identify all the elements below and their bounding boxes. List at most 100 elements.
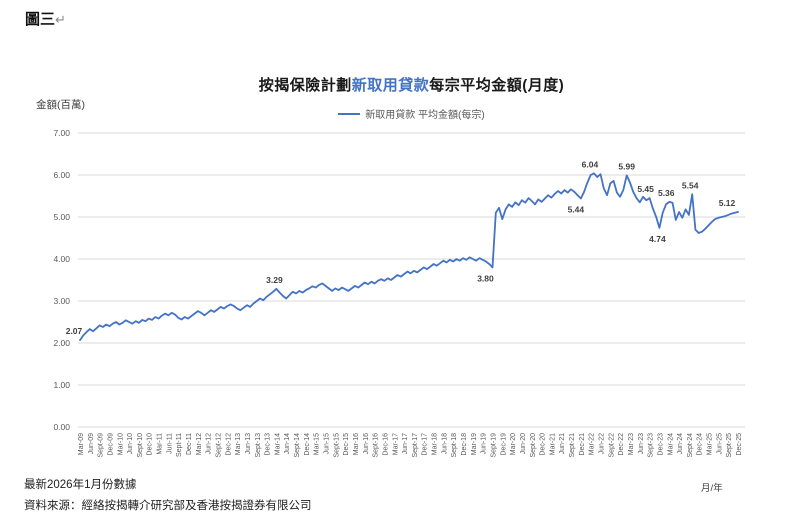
x-tick-label: Jun-25 [716, 433, 723, 455]
x-tick-label: Jun-20 [520, 433, 527, 455]
data-point-label: 5.44 [568, 205, 585, 215]
x-tick-label: Dec-11 [186, 433, 193, 455]
x-tick-label: Dec-24 [697, 433, 704, 456]
x-tick-label: Sept-09 [98, 433, 105, 458]
x-tick-label: Sept-10 [137, 433, 144, 458]
x-tick-label: Jun-24 [677, 433, 684, 455]
y-tick-label: 2.00 [53, 338, 70, 348]
data-point-label: 6.04 [582, 159, 599, 169]
x-tick-label: Dec-14 [304, 433, 311, 456]
series-line [79, 172, 739, 342]
legend: 新取用貸款 平均金額(每宗) [78, 106, 745, 121]
data-point-label: 5.12 [719, 198, 736, 208]
x-tick-label: Jun-09 [88, 433, 95, 455]
x-tick-label: Mar-20 [510, 433, 517, 455]
x-tick-label: Jun-12 [206, 433, 213, 455]
y-tick-label: 0.00 [53, 422, 70, 432]
x-tick-label: Sept-23 [648, 433, 655, 458]
gridlines [78, 132, 745, 428]
data-point-label: 4.74 [649, 234, 666, 244]
x-tick-label: Dec-19 [500, 433, 507, 456]
x-tick-label: Dec-09 [107, 433, 114, 456]
x-tick-label: Sept-11 [176, 433, 183, 457]
data-point-label: 3.80 [477, 273, 494, 283]
x-tick-label: Mar-19 [471, 433, 478, 455]
chart-title: 按揭保險計劃新取用貸款每宗平均金額(月度) [78, 74, 745, 95]
x-tick-label: Sept-24 [687, 433, 694, 458]
x-axis-tick-labels: Mar-09 Jun-09 Sept-09 Dec-09 Mar-10 Jun-10 Sep… [78, 433, 743, 458]
data-point-label: 3.29 [266, 275, 283, 285]
x-tick-label: Mar-21 [549, 433, 556, 455]
x-tick-label: Mar-09 [78, 433, 85, 455]
x-tick-label: Mar-11 [157, 433, 164, 455]
x-tick-label: Mar-18 [432, 433, 439, 455]
paragraph-return-mark: ↵ [55, 12, 66, 27]
x-tick-label: Dec-23 [657, 433, 664, 456]
data-point-label: 2.07 [66, 326, 83, 336]
x-tick-label: Mar-17 [392, 433, 399, 455]
x-tick-label: Dec-13 [265, 433, 272, 456]
figure-label: 圖三↵ [25, 8, 66, 29]
x-tick-label: Sept-13 [255, 433, 262, 458]
x-tick-label: Dec-20 [540, 433, 547, 456]
x-tick-label: Jun-22 [599, 433, 606, 455]
x-tick-label: Mar-23 [628, 433, 635, 455]
x-tick-label: Dec-10 [147, 433, 154, 456]
x-tick-label: Mar-16 [353, 433, 360, 455]
footer-latest-data-note: 最新2026年1月份數據 [24, 479, 137, 491]
x-axis-title: 月/年 [701, 483, 723, 494]
x-tick-label: Dec-12 [225, 433, 232, 456]
y-tick-label: 6.00 [53, 170, 70, 180]
legend-label: 新取用貸款 平均金額(每宗) [365, 110, 485, 121]
y-tick-label: 7.00 [53, 128, 70, 138]
data-point-labels: 2.07 3.29 3.80 5.44 6.04 5.99 5.45 4.74 5.36 5.54… [66, 159, 736, 336]
x-tick-label: Mar-25 [707, 433, 714, 455]
footer-data-source: 資料來源：經絡按揭轉介研究部及香港按揭證券有限公司 [24, 500, 312, 512]
data-point-label: 5.54 [682, 180, 699, 190]
x-tick-label: Sept-15 [333, 433, 340, 458]
x-tick-label: Jun-21 [559, 433, 566, 455]
x-tick-label: Sept-21 [569, 433, 576, 458]
x-tick-label: Dec-16 [382, 433, 389, 456]
x-tick-label: Mar-22 [589, 433, 596, 455]
x-tick-label: Dec-25 [736, 433, 743, 456]
x-tick-label: Jun-23 [638, 433, 645, 455]
x-tick-label: Sept-20 [530, 433, 537, 458]
x-tick-label: Jun-15 [324, 433, 331, 455]
x-tick-label: Mar-12 [196, 433, 203, 455]
y-tick-label: 4.00 [53, 254, 70, 264]
x-tick-label: Jun-17 [402, 433, 409, 455]
x-tick-label: Mar-13 [235, 433, 242, 455]
x-tick-label: Jun-19 [481, 433, 488, 455]
y-axis-tick-labels: 7.00 6.00 5.00 4.00 3.00 2.00 1.00 0.00 [53, 128, 70, 432]
chart-title-highlight: 新取用貸款 [351, 77, 430, 94]
x-tick-label: Sept-19 [490, 433, 497, 458]
x-tick-label: Jun-10 [127, 433, 134, 455]
data-point-label: 5.36 [658, 188, 675, 198]
x-tick-label: Sept-12 [215, 433, 222, 458]
legend-line-swatch [338, 112, 361, 115]
x-tick-label: Sept-16 [373, 433, 380, 458]
y-tick-label: 1.00 [53, 380, 70, 390]
x-tick-label: Sept-14 [294, 433, 301, 458]
chart-title-suffix: 每宗平均金額(月度) [429, 77, 565, 94]
x-tick-label: Mar-24 [667, 433, 674, 455]
x-tick-label: Sept-18 [451, 433, 458, 458]
x-tick-label: Sept-17 [412, 433, 419, 458]
x-tick-label: Jun-14 [284, 433, 291, 455]
x-tick-label: Jun-16 [363, 433, 370, 455]
x-tick-label: Dec-15 [343, 433, 350, 456]
x-tick-label: Dec-18 [461, 433, 468, 456]
data-point-label: 5.45 [637, 184, 654, 194]
data-point-label: 5.99 [618, 161, 635, 171]
x-tick-label: Dec-21 [579, 433, 586, 456]
y-tick-label: 3.00 [53, 296, 70, 306]
x-tick-label: Mar-10 [117, 433, 124, 455]
x-tick-label: Mar-15 [314, 433, 321, 455]
x-tick-label: Jun-13 [245, 433, 252, 455]
x-tick-label: Jun-18 [441, 433, 448, 455]
x-tick-label: Dec-22 [618, 433, 625, 456]
x-tick-label: Jun-11 [166, 433, 173, 454]
y-tick-label: 5.00 [53, 212, 70, 222]
